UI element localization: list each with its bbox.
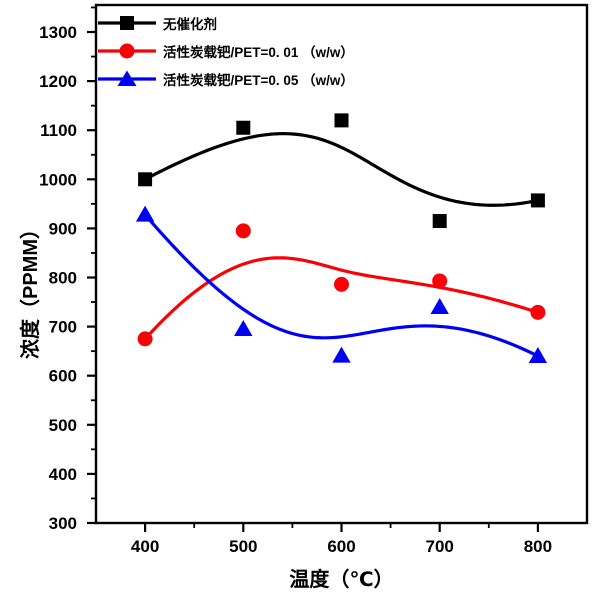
y-axis-tick-label: 1000 [39, 170, 77, 189]
legend-row-pet-005: 活性炭载钯/PET=0. 05 （w/w） [96, 65, 354, 93]
y-axis-tick-label: 800 [49, 269, 77, 288]
series-1-marker [530, 304, 546, 320]
series-1-marker [235, 223, 251, 239]
series-0-marker [236, 120, 251, 135]
x-axis-tick-label: 800 [524, 537, 552, 556]
y-axis-tick-label: 700 [49, 318, 77, 337]
series-0-marker [334, 113, 349, 128]
legend-row-pet-001: 活性炭载钯/PET=0. 01 （w/w） [96, 37, 354, 65]
circle-marker-icon [98, 43, 156, 59]
x-axis-tick-label: 400 [131, 537, 159, 556]
series-0-marker [432, 214, 447, 229]
y-axis-tick-label: 600 [49, 367, 77, 386]
legend-row-no-catalyst: 无催化剂 [96, 9, 354, 37]
y-axis-tick-label: 300 [49, 514, 77, 533]
y-axis-tick-label: 1100 [40, 121, 77, 140]
series-2-marker [430, 297, 449, 314]
series-2-marker [528, 347, 548, 364]
y-axis-tick-label: 400 [49, 465, 77, 484]
series-1-marker [137, 331, 153, 347]
x-axis-title: 温度（℃） [289, 569, 394, 591]
y-axis-title: 浓度（PPMM） [20, 219, 42, 359]
series-2-marker [234, 320, 253, 337]
series-2-marker [135, 205, 155, 222]
series-1-curve [143, 256, 540, 341]
legend-label: 活性炭载钯/PET=0. 05 （w/w） [163, 73, 354, 88]
y-axis-tick-label: 1200 [39, 72, 77, 91]
triangle-marker-icon [98, 70, 156, 86]
series-2-curve [143, 213, 540, 358]
legend-label: 活性炭载钯/PET=0. 01 （w/w） [163, 45, 354, 60]
x-axis-tick-label: 500 [229, 537, 257, 556]
series-0-marker [138, 172, 153, 187]
series-0-marker [530, 193, 545, 208]
legend-label: 无催化剂 [163, 17, 217, 32]
series-1-marker [334, 276, 349, 292]
y-axis-tick-label: 500 [49, 416, 77, 435]
series-1-marker [432, 273, 448, 289]
y-axis-tick-label: 900 [49, 219, 77, 238]
legend: 无催化剂 活性炭载钯/PET=0. 01 （w/w） 活性炭载钯/PET=0. … [96, 9, 354, 93]
series-2-marker [332, 346, 351, 363]
x-axis-tick-label: 700 [426, 537, 454, 556]
square-marker-icon [98, 16, 156, 30]
series-0-curve [143, 132, 540, 207]
y-axis-tick-label: 1300 [39, 23, 77, 42]
x-axis-tick-label: 600 [327, 537, 355, 556]
